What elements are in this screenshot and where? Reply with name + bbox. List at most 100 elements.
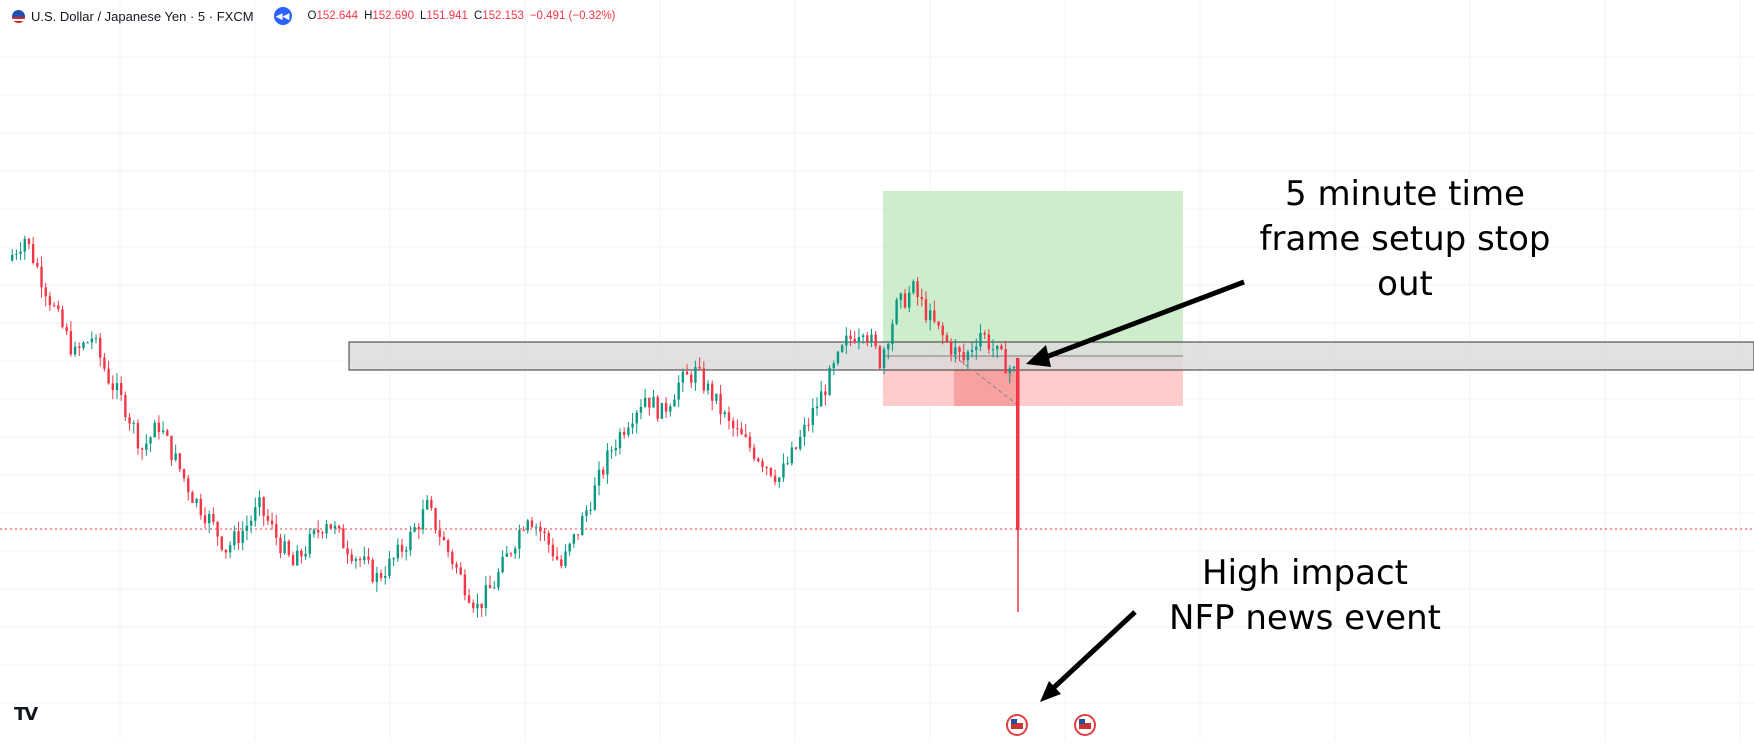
candle-body bbox=[652, 396, 655, 408]
candle-body bbox=[149, 437, 152, 444]
candle-body bbox=[727, 412, 731, 421]
candle-body bbox=[40, 266, 43, 288]
candle-body bbox=[836, 351, 840, 364]
candle-body bbox=[572, 534, 576, 544]
candle-body bbox=[606, 450, 609, 475]
candle-body bbox=[912, 281, 915, 293]
candle-body bbox=[300, 550, 303, 557]
candle-body bbox=[421, 509, 425, 530]
candle-body bbox=[874, 334, 877, 347]
candle-body bbox=[752, 447, 756, 459]
candle-body bbox=[1000, 345, 1003, 350]
candle-body bbox=[719, 393, 722, 415]
candle-body bbox=[132, 423, 135, 425]
candle-body bbox=[254, 507, 257, 521]
candle-body bbox=[249, 520, 253, 526]
candle-body bbox=[434, 508, 437, 531]
candle-body bbox=[610, 450, 613, 452]
us-flag-event-icon-2[interactable] bbox=[1074, 714, 1096, 736]
candle-body bbox=[882, 349, 886, 369]
candle-body bbox=[983, 332, 986, 335]
candle-body bbox=[308, 534, 311, 554]
candle-body bbox=[648, 397, 651, 408]
candle-body bbox=[744, 434, 747, 437]
candle-body bbox=[78, 346, 81, 348]
candle-body bbox=[493, 587, 496, 589]
candle-body bbox=[170, 435, 173, 461]
candle-body bbox=[52, 305, 56, 307]
candle-body bbox=[241, 530, 244, 543]
candle-body bbox=[480, 603, 483, 609]
candle-body bbox=[388, 558, 391, 576]
candle-body bbox=[275, 524, 278, 538]
candle-body bbox=[136, 423, 140, 449]
candle-body bbox=[191, 492, 194, 503]
candle-body bbox=[949, 341, 953, 355]
candle-body bbox=[400, 544, 404, 552]
candle-body bbox=[853, 338, 856, 343]
candle-body bbox=[463, 574, 467, 596]
candle-body bbox=[291, 555, 295, 566]
candle-body bbox=[819, 391, 823, 407]
candle-body bbox=[354, 558, 358, 561]
candle-body bbox=[417, 527, 420, 530]
candle-body bbox=[375, 573, 379, 582]
candle-body bbox=[987, 334, 991, 350]
candle-body bbox=[10, 254, 14, 261]
candle-body bbox=[761, 461, 764, 468]
candle-body bbox=[455, 564, 458, 568]
arrow-stop-out bbox=[1026, 279, 1245, 367]
candle-body bbox=[237, 531, 240, 543]
candle-body bbox=[832, 363, 835, 369]
candle-body bbox=[681, 371, 685, 383]
candle-body bbox=[991, 349, 995, 351]
tradingview-logo[interactable]: TV bbox=[14, 704, 38, 725]
candle-body bbox=[363, 556, 366, 561]
candle-body bbox=[828, 368, 831, 396]
candle-body bbox=[526, 520, 529, 531]
candle-body bbox=[673, 399, 676, 407]
candle-body bbox=[736, 428, 739, 430]
candle-body bbox=[581, 515, 584, 536]
candle-body bbox=[157, 422, 161, 433]
candles bbox=[10, 235, 1016, 618]
candle-body bbox=[513, 548, 517, 554]
candle-body bbox=[392, 558, 395, 560]
candle-body bbox=[748, 436, 752, 448]
candle-body bbox=[857, 337, 861, 343]
replay-icon[interactable]: ◀◀ bbox=[273, 7, 292, 25]
candle-body bbox=[23, 238, 26, 252]
symbol-title[interactable]: U.S. Dollar / Japanese Yen · 5 · FXCM bbox=[31, 8, 254, 24]
candle-body bbox=[811, 408, 814, 426]
us-flag-event-icon[interactable] bbox=[1006, 714, 1028, 736]
candle-body bbox=[27, 238, 31, 245]
annotation-stop-out: 5 minute time frame setup stop out bbox=[1259, 174, 1551, 304]
candle-body bbox=[111, 383, 114, 391]
candle-body bbox=[409, 531, 412, 551]
candle-body bbox=[669, 406, 672, 412]
spike-body bbox=[1016, 358, 1020, 530]
candle-body bbox=[685, 371, 689, 375]
candle-body bbox=[283, 541, 286, 554]
candle-body bbox=[840, 345, 844, 352]
candle-body bbox=[296, 550, 299, 566]
position-zones bbox=[348, 191, 1754, 406]
candle-body bbox=[891, 323, 894, 345]
candle-body bbox=[115, 383, 119, 391]
candle-body bbox=[451, 552, 454, 565]
candle-body bbox=[895, 299, 898, 324]
candle-body bbox=[773, 475, 777, 482]
candle-body bbox=[530, 520, 534, 527]
candle-body bbox=[849, 335, 852, 339]
candle-body bbox=[887, 344, 890, 350]
annotation-news-event: High impact NFP news event bbox=[1169, 553, 1441, 638]
candle-body bbox=[438, 530, 441, 537]
candle-body bbox=[36, 263, 39, 267]
candle-body bbox=[484, 585, 488, 609]
candle-body bbox=[65, 327, 68, 332]
candle-body bbox=[585, 510, 588, 516]
candle-body bbox=[715, 393, 718, 401]
candle-body bbox=[430, 499, 433, 509]
